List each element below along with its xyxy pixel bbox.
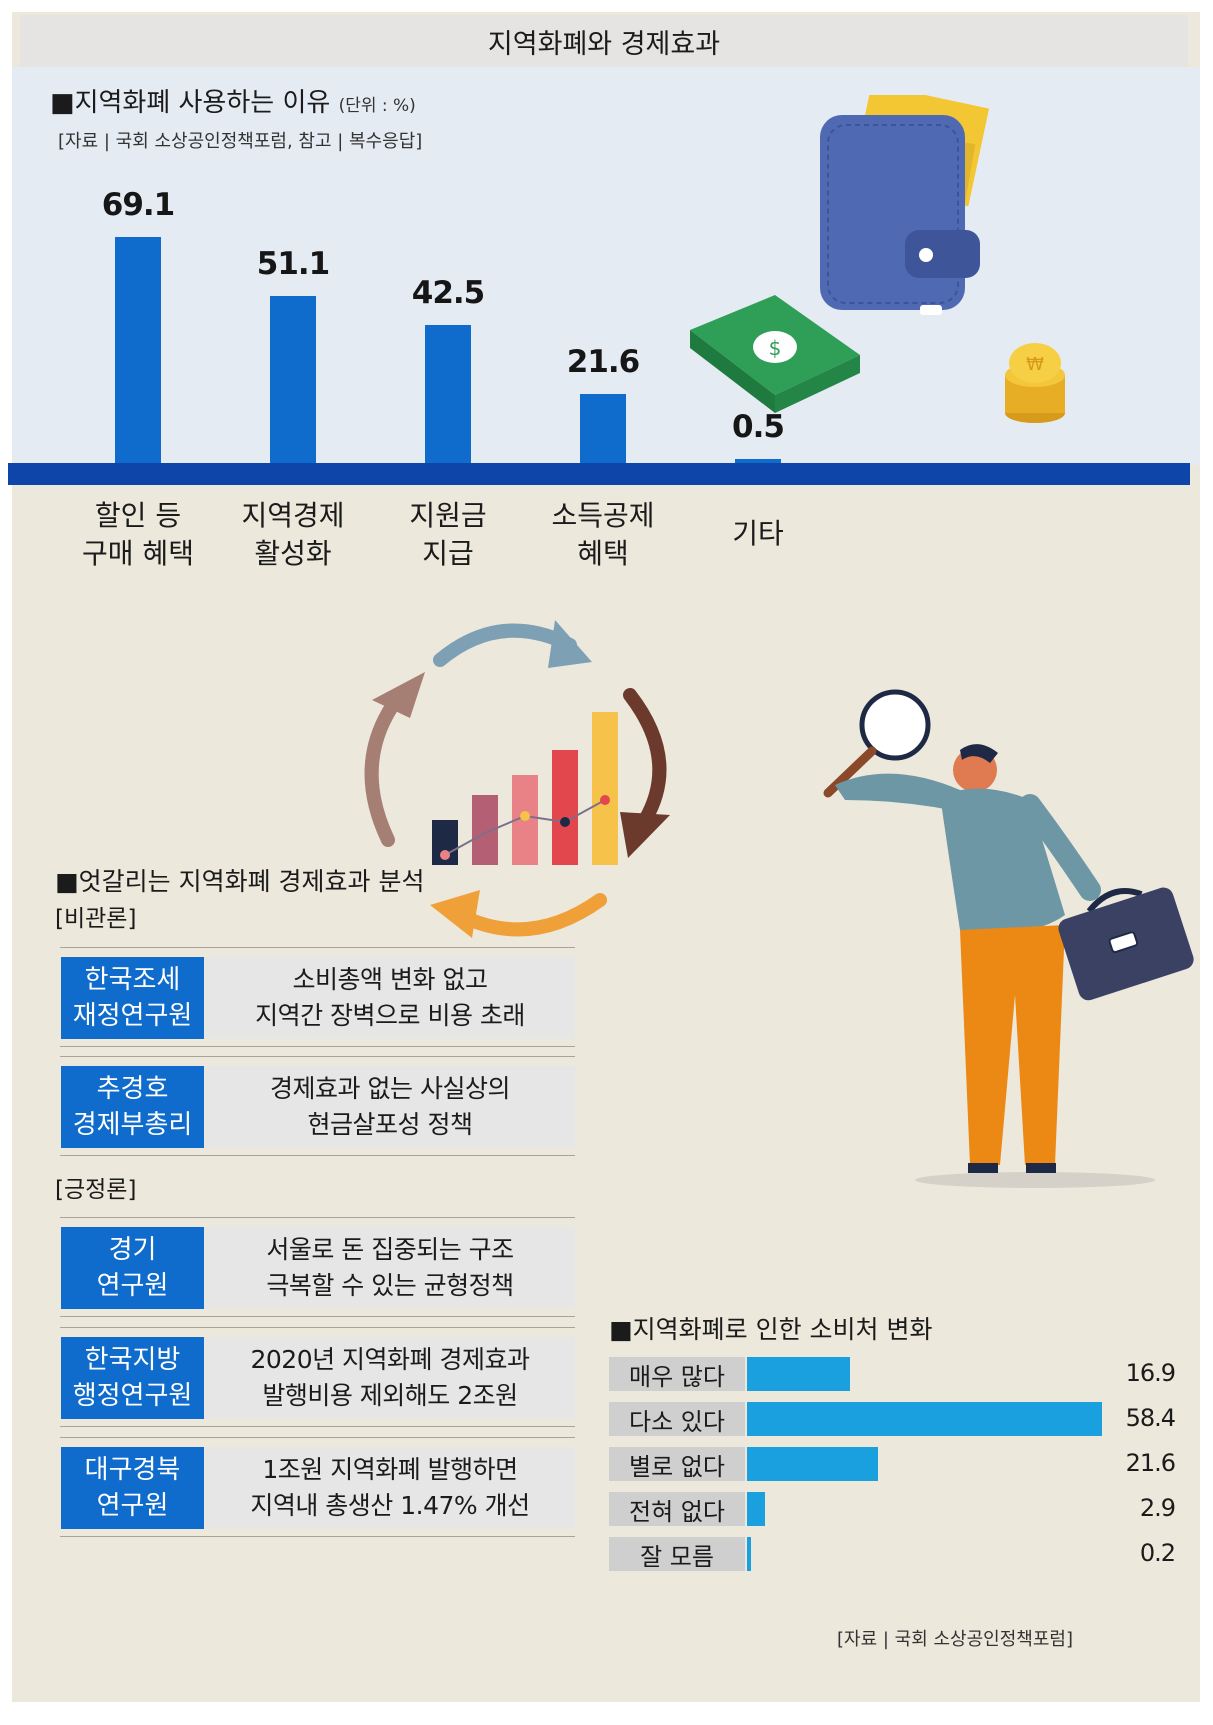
spending-bar: [747, 1537, 751, 1571]
spending-value-label: 58.4: [1125, 1404, 1176, 1432]
spending-source: [자료 | 국회 소상공인정책포럼]: [837, 1629, 1073, 1650]
desc-line: 현금살포성 정책: [307, 1110, 473, 1139]
analysis-title: ■엇갈리는 지역화폐 경제효과 분석: [55, 867, 425, 896]
category-line: 지급: [422, 537, 474, 570]
reasons-title-text: ■지역화폐 사용하는 이유: [50, 88, 331, 118]
opinion-org: 대구경북 연구원: [61, 1447, 204, 1529]
desc-line: 소비총액 변화 없고: [292, 965, 488, 994]
reason-category-label: 기타: [678, 515, 838, 553]
opinion-card-optimistic-2: 한국지방 행정연구원 2020년 지역화폐 경제효과 발행비용 제외해도 2조원: [60, 1327, 575, 1427]
reason-bar: [425, 324, 471, 465]
page-title: 지역화폐와 경제효과: [20, 15, 1188, 67]
org-line: 연구원: [96, 1271, 169, 1301]
man-with-magnifier-illustration: [823, 689, 1194, 1188]
coin-stack-icon: ₩: [1005, 343, 1065, 423]
category-line: 구매 혜택: [82, 537, 194, 570]
spending-value-label: 0.2: [1139, 1539, 1176, 1567]
opinion-desc: 소비총액 변화 없고 지역간 장벽으로 비용 초래: [205, 957, 575, 1039]
category-line: 혜택: [577, 537, 629, 570]
category-line: 소득공제: [551, 499, 655, 532]
category-line: 기타: [732, 517, 784, 550]
spending-bar: [747, 1357, 850, 1391]
spending-category: 잘 모름: [609, 1537, 745, 1571]
opinion-org: 한국조세 재정연구원: [61, 957, 204, 1039]
desc-line: 지역내 총생산 1.47% 개선: [250, 1491, 530, 1520]
reason-value-label: 51.1: [256, 246, 331, 283]
spending-category: 매우 많다: [609, 1357, 745, 1391]
spending-bar: [747, 1402, 1102, 1436]
opinion-desc: 1조원 지역화폐 발행하면 지역내 총생산 1.47% 개선: [205, 1447, 575, 1529]
opinion-desc: 경제효과 없는 사실상의 현금살포성 정책: [205, 1066, 575, 1148]
org-line: 추경호: [96, 1074, 169, 1104]
org-line: 한국지방: [84, 1345, 181, 1375]
cash-bundle-icon: $: [690, 295, 860, 413]
org-line: 대구경북: [84, 1455, 181, 1485]
desc-line: 2020년 지역화폐 경제효과: [250, 1345, 530, 1374]
spending-value-label: 21.6: [1125, 1449, 1176, 1477]
cycle-arrows-icon: [364, 620, 670, 938]
opinion-card-pessimistic-2: 추경호 경제부총리 경제효과 없는 사실상의 현금살포성 정책: [60, 1056, 575, 1156]
reason-bar: [735, 459, 781, 465]
reason-bar: [115, 237, 161, 465]
org-line: 한국조세: [84, 965, 181, 995]
org-line: 재정연구원: [72, 1001, 193, 1031]
man-with-magnifier-icon: [823, 689, 1194, 1188]
org-line: 연구원: [96, 1491, 169, 1521]
org-line: 경제부총리: [72, 1110, 193, 1140]
spending-value-label: 2.9: [1139, 1494, 1176, 1522]
optimistic-label: [긍정론]: [55, 1177, 137, 1203]
spending-chart-title: ■지역화폐로 인한 소비처 변화: [609, 1315, 933, 1344]
reason-bar: [580, 393, 626, 465]
pessimistic-label: [비관론]: [55, 906, 137, 932]
reason-value-label: 0.5: [732, 409, 785, 445]
reasons-source: [자료 | 국회 소상공인정책포럼, 참고 | 복수응답]: [58, 131, 423, 152]
spending-bar: [747, 1492, 765, 1526]
opinion-desc: 2020년 지역화폐 경제효과 발행비용 제외해도 2조원: [205, 1337, 575, 1419]
svg-text:$: $: [769, 336, 782, 360]
spending-category: 다소 있다: [609, 1402, 745, 1436]
opinion-org: 한국지방 행정연구원: [61, 1337, 204, 1419]
category-line: 할인 등: [94, 499, 182, 532]
growth-chart-icon: [432, 712, 618, 865]
reason-value-label: 42.5: [411, 274, 486, 311]
spending-value-label: 16.9: [1125, 1359, 1176, 1387]
cycle-illustration: [364, 620, 670, 938]
svg-text:₩: ₩: [1026, 354, 1044, 375]
reason-value-label: 69.1: [101, 187, 176, 223]
desc-line: 1조원 지역화폐 발행하면: [262, 1455, 518, 1484]
reasons-chart-title: ■지역화폐 사용하는 이유 (단위 : %): [50, 82, 416, 119]
desc-line: 발행비용 제외해도 2조원: [262, 1381, 518, 1410]
spending-bar: [747, 1447, 879, 1481]
reason-bar: [270, 296, 316, 465]
org-line: 경기: [108, 1235, 157, 1265]
category-line: 지원금: [409, 499, 487, 532]
reason-value-label: 21.6: [566, 343, 641, 380]
opinion-card-optimistic-3: 대구경북 연구원 1조원 지역화폐 발행하면 지역내 총생산 1.47% 개선: [60, 1437, 575, 1537]
desc-line: 지역간 장벽으로 비용 초래: [255, 1001, 525, 1030]
opinion-card-pessimistic-1: 한국조세 재정연구원 소비총액 변화 없고 지역간 장벽으로 비용 초래: [60, 947, 575, 1047]
category-line: 활성화: [254, 537, 332, 570]
spending-category: 별로 없다: [609, 1447, 745, 1481]
opinion-org: 경기 연구원: [61, 1227, 204, 1309]
spending-category: 전혀 없다: [609, 1492, 745, 1526]
wallet-illustration: $ ₩: [690, 95, 1065, 423]
wallet-icon: [820, 95, 990, 315]
opinion-org: 추경호 경제부총리: [61, 1066, 204, 1148]
opinion-desc: 서울로 돈 집중되는 구조 극복할 수 있는 균형정책: [205, 1227, 575, 1309]
desc-line: 경제효과 없는 사실상의: [270, 1074, 510, 1103]
org-line: 행정연구원: [72, 1381, 193, 1411]
category-line: 지역경제: [241, 499, 345, 532]
desc-line: 서울로 돈 집중되는 구조: [266, 1235, 514, 1264]
desc-line: 극복할 수 있는 균형정책: [266, 1271, 514, 1300]
opinion-card-optimistic-1: 경기 연구원 서울로 돈 집중되는 구조 극복할 수 있는 균형정책: [60, 1217, 575, 1317]
chart-baseline: [8, 463, 1190, 485]
reasons-unit: (단위 : %): [338, 96, 416, 116]
